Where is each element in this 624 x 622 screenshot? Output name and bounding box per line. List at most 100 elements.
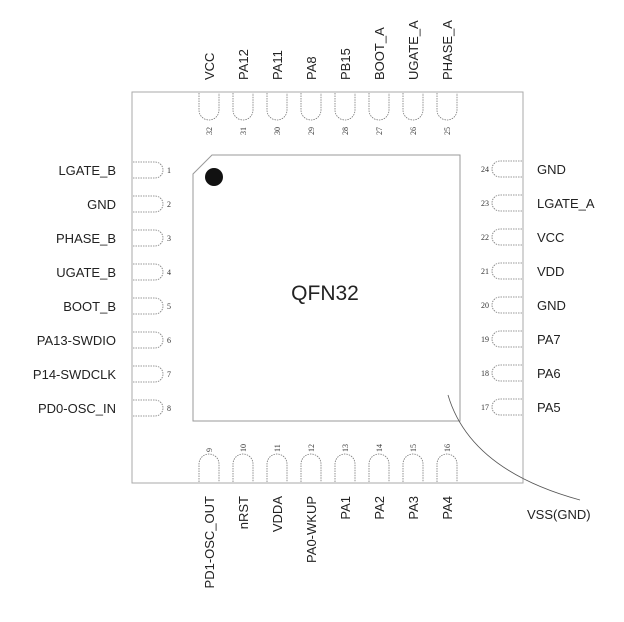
pin-number: 22 xyxy=(481,233,489,242)
pin-label: PA1 xyxy=(338,496,353,520)
pin-pad xyxy=(491,194,522,212)
pin-number: 21 xyxy=(481,267,489,276)
pin-number: 16 xyxy=(443,444,452,452)
pin-label: PA4 xyxy=(440,496,455,520)
pin-number: 9 xyxy=(205,448,214,452)
pin-label: PD1-OSC_OUT xyxy=(202,496,217,589)
pin-pad xyxy=(368,453,390,482)
pin-label: PA3 xyxy=(406,496,421,520)
pin-number: 6 xyxy=(167,336,171,345)
pin-label: PA13-SWDIO xyxy=(37,333,116,348)
pin-label: PA11 xyxy=(270,50,285,80)
pin-number: 8 xyxy=(167,404,171,413)
pin-pad xyxy=(266,453,288,482)
pin-number: 26 xyxy=(409,127,418,135)
pin-number: 23 xyxy=(481,199,489,208)
pin-number: 20 xyxy=(481,301,489,310)
pin-label: LGATE_A xyxy=(537,196,595,211)
pin-pad xyxy=(133,365,164,383)
pin-pad xyxy=(133,399,164,417)
pin-number: 11 xyxy=(273,444,282,452)
pin-number: 2 xyxy=(167,200,171,209)
pin-label: UGATE_B xyxy=(56,265,116,280)
pin-pad xyxy=(402,93,424,121)
pin-pad xyxy=(436,453,458,482)
pin-number: 18 xyxy=(481,369,489,378)
pin-label: VDD xyxy=(537,264,564,279)
pin-pad xyxy=(402,453,424,482)
pin-number: 24 xyxy=(481,165,489,174)
pin-pad xyxy=(133,331,164,349)
pin-pad xyxy=(300,453,322,482)
pin-pad xyxy=(133,263,164,281)
pin-number: 5 xyxy=(167,302,171,311)
pin-number: 29 xyxy=(307,127,316,135)
pin-label: PB15 xyxy=(338,48,353,80)
pin-pad xyxy=(232,453,254,482)
pin-label: VCC xyxy=(202,53,217,80)
pin-pad xyxy=(198,93,220,121)
pin-pad xyxy=(491,296,522,314)
pin-number: 17 xyxy=(481,403,489,412)
pin-pad xyxy=(491,398,522,416)
pin-pad xyxy=(266,93,288,121)
pin-pad xyxy=(436,93,458,121)
pin-number: 28 xyxy=(341,127,350,135)
pin-pad xyxy=(133,195,164,213)
pin-number: 31 xyxy=(239,127,248,135)
pin-label: LGATE_B xyxy=(58,163,116,178)
pins-group: 1LGATE_B2GND3PHASE_B4UGATE_B5BOOT_B6PA13… xyxy=(33,20,595,589)
pin-label: GND xyxy=(537,298,566,313)
pin-number: 7 xyxy=(167,370,171,379)
pin-number: 25 xyxy=(443,127,452,135)
pin-pad xyxy=(133,229,164,247)
pin1-marker-dot xyxy=(205,168,223,186)
pin-pad xyxy=(334,93,356,121)
pin-label: nRST xyxy=(236,496,251,529)
pin-number: 30 xyxy=(273,127,282,135)
pin-pad xyxy=(334,453,356,482)
pin-number: 27 xyxy=(375,127,384,135)
pin-label: P14-SWDCLK xyxy=(33,367,116,382)
pin-pad xyxy=(491,160,522,178)
die-pad xyxy=(192,154,461,422)
pin-label: BOOT_A xyxy=(372,27,387,80)
pin-pad xyxy=(300,93,322,121)
pin-number: 3 xyxy=(167,234,171,243)
pin-number: 10 xyxy=(239,444,248,452)
pin-label: PA6 xyxy=(537,366,561,381)
pin-label: PHASE_B xyxy=(56,231,116,246)
pin-pad xyxy=(133,161,164,179)
pin-number: 4 xyxy=(167,268,171,277)
pin-label: UGATE_A xyxy=(406,20,421,80)
pin-label: PD0-OSC_IN xyxy=(38,401,116,416)
pin-pad xyxy=(198,453,220,482)
pin-number: 13 xyxy=(341,444,350,452)
pin-label: PA0-WKUP xyxy=(304,496,319,563)
pin-number: 12 xyxy=(307,444,316,452)
pin-pad xyxy=(491,228,522,246)
pin-label: BOOT_B xyxy=(63,299,116,314)
pin-label: PA8 xyxy=(304,56,319,80)
pin-label: GND xyxy=(537,162,566,177)
pin-pad xyxy=(491,330,522,348)
pin-pad xyxy=(232,93,254,121)
pin-label: VDDA xyxy=(270,496,285,532)
pin-number: 32 xyxy=(205,127,214,135)
pin-pad xyxy=(491,364,522,382)
pin-label: VCC xyxy=(537,230,564,245)
pin-number: 1 xyxy=(167,166,171,175)
pin-label: PHASE_A xyxy=(440,20,455,80)
pin-label: GND xyxy=(87,197,116,212)
pin-pad xyxy=(491,262,522,280)
package-name: QFN32 xyxy=(291,282,359,305)
pin-pad xyxy=(368,93,390,121)
pin-pad xyxy=(133,297,164,315)
thermal-pad-label: VSS(GND) xyxy=(527,507,591,522)
pin-label: PA5 xyxy=(537,400,561,415)
pin-label: PA7 xyxy=(537,332,561,347)
thermal-pad-leader-line xyxy=(447,394,581,501)
pin-number: 19 xyxy=(481,335,489,344)
pin-label: PA2 xyxy=(372,496,387,520)
